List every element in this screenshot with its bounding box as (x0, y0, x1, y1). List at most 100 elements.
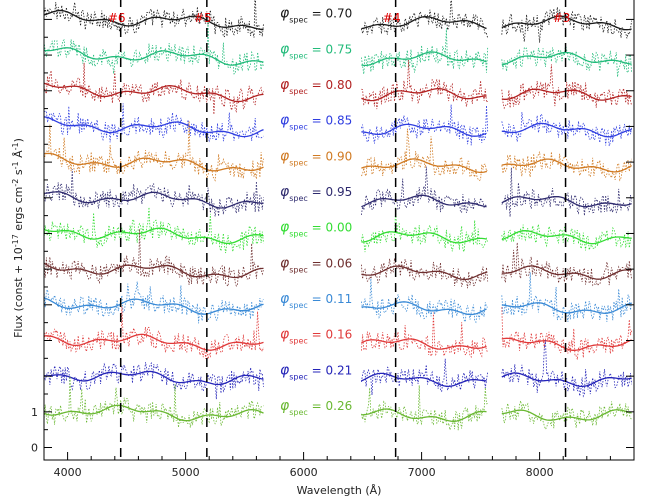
y-tick-label-1: 1 (31, 406, 38, 419)
spectrum-raw-0.26-seg1 (361, 385, 488, 431)
spectrum-smooth-0.11-seg1 (361, 301, 487, 316)
spectrum-smooth-0.06-seg0 (43, 262, 264, 279)
phase-label-0.06: φspec = 0.06 (280, 255, 352, 274)
x-tick-label-4000: 4000 (54, 466, 82, 479)
spectrum-raw-0.90-seg0 (43, 120, 264, 182)
x-axis: 4000 5000 6000 7000 8000 (43, 452, 635, 479)
spectrum-raw-0.11-seg2 (501, 272, 632, 322)
spectrum-raw-0.21-seg1 (361, 358, 489, 396)
plot-frame (43, 0, 635, 461)
spectrum-smooth-0.16-seg0 (43, 333, 264, 351)
spectra-curves (43, 0, 632, 431)
phase-label-0.95: φspec = 0.95 (280, 184, 352, 203)
spectrum-smooth-0.26-seg1 (361, 408, 487, 423)
marker-label-3: #4 (383, 11, 401, 25)
spectrum-smooth-0.70-seg1 (361, 16, 487, 30)
x-tick-label-7000: 7000 (408, 466, 436, 479)
spectrum-raw-0.75-seg1 (361, 28, 489, 75)
spectrum-smooth-0.80-seg2 (501, 88, 632, 101)
phase-label-0.16: φspec = 0.16 (280, 327, 352, 346)
phase-label-0.80: φspec = 0.80 (280, 77, 352, 96)
y-axis-label: Flux (const + 10-17 ergs cm-2 s-1 Å-1) (11, 138, 25, 338)
marker-label-4: #3 (553, 11, 571, 25)
spectrum-smooth-0.26-seg2 (501, 409, 632, 421)
spectrum-smooth-0.11-seg0 (43, 297, 264, 315)
x-axis-label: Wavelength (Å) (297, 484, 382, 497)
spectrum-smooth-0.90-seg2 (501, 158, 632, 173)
phase-label-0.21: φspec = 0.21 (280, 362, 352, 381)
phase-labels: φspec = 0.70 φspec = 0.75 φspec = 0.80 φspe… (280, 6, 352, 417)
spectrum-smooth-0.95-seg1 (361, 194, 487, 208)
spectrum-raw-0.85-seg2 (501, 112, 632, 147)
spectrum-raw-0.90-seg2 (501, 151, 632, 182)
spectrum-smooth-0.16-seg1 (361, 338, 487, 350)
spectrum-raw-0.70-seg0 (43, 0, 264, 38)
spectrum-raw-0.06-seg0 (43, 228, 264, 288)
spectrum-raw-0.70-seg1 (361, 0, 489, 39)
spectrum-smooth-0.70-seg2 (501, 15, 632, 31)
spectrum-smooth-0.21-seg0 (44, 370, 264, 386)
spectrum-raw-0.26-seg2 (501, 400, 632, 431)
spectrum-smooth-0.11-seg2 (501, 302, 632, 314)
spectrum-smooth-0.75-seg1 (361, 51, 487, 67)
spectrum-smooth-0.80-seg0 (43, 82, 264, 103)
spectrum-raw-0.95-seg0 (43, 169, 264, 217)
spectrum-smooth-0.95-seg0 (43, 191, 264, 209)
spectrum-raw-0.21-seg2 (501, 340, 632, 398)
marker-label-2: #5 (194, 11, 212, 25)
spectrum-smooth-0.00-seg0 (43, 227, 264, 245)
spectrum-raw-0.75-seg0 (43, 19, 264, 75)
x-tick-label-8000: 8000 (526, 466, 554, 479)
spectrum-raw-0.80-seg1 (361, 60, 488, 110)
spectrum-smooth-0.16-seg2 (501, 337, 632, 351)
spectrum-raw-0.00-seg0 (43, 207, 264, 254)
spectrum-smooth-0.26-seg0 (43, 404, 264, 422)
phase-label-0.90: φspec = 0.90 (280, 148, 352, 167)
spectrum-raw-0.26-seg0 (43, 376, 264, 428)
spectrum-smooth-0.90-seg1 (361, 158, 487, 174)
spectrum-raw-0.16-seg0 (43, 306, 264, 360)
spectrum-smooth-0.21-seg1 (361, 372, 487, 388)
spectrum-smooth-0.06-seg1 (361, 265, 487, 281)
spectrum-smooth-0.85-seg2 (501, 122, 632, 138)
spectrum-raw-0.95-seg1 (361, 166, 488, 215)
phase-label-0.85: φspec = 0.85 (280, 113, 352, 132)
spectrum-smooth-0.90-seg0 (43, 152, 264, 172)
spectrum-raw-0.80-seg2 (501, 64, 632, 110)
spectrum-smooth-0.75-seg0 (43, 47, 264, 66)
spectrum-smooth-0.06-seg2 (501, 265, 632, 280)
line-markers: #6 #5 #4 #3 (108, 0, 571, 460)
phase-label-0.26: φspec = 0.26 (280, 398, 352, 417)
spectrum-raw-0.11-seg1 (361, 278, 488, 324)
spectrum-smooth-0.70-seg0 (43, 9, 264, 31)
spectrum-raw-0.85-seg0 (43, 103, 264, 143)
phase-label-0.75: φspec = 0.75 (280, 41, 352, 60)
spectrum-smooth-0.21-seg2 (501, 372, 632, 388)
marker-label-1: #6 (108, 11, 126, 25)
spectrum-raw-0.00-seg1 (361, 207, 489, 253)
spectrum-smooth-0.85-seg0 (43, 116, 264, 138)
spectrum-raw-0.85-seg1 (361, 104, 489, 146)
spectrum-smooth-0.80-seg1 (361, 87, 487, 102)
spectrum-raw-0.06-seg1 (361, 258, 489, 289)
y-tick-label-0: 0 (31, 442, 38, 455)
spectrum-raw-0.80-seg0 (43, 62, 264, 115)
spectrum-smooth-0.00-seg1 (361, 231, 487, 244)
spectrum-smooth-0.85-seg1 (361, 123, 487, 137)
spectrum-smooth-0.95-seg2 (501, 195, 632, 208)
phase-label-0.70: φspec = 0.70 (280, 6, 352, 25)
x-tick-label-6000: 6000 (290, 466, 318, 479)
spectrum-raw-0.70-seg2 (501, 7, 632, 43)
spectrum-raw-0.75-seg2 (501, 44, 632, 77)
y-axis: 01 (31, 18, 634, 455)
spectrum-raw-0.90-seg1 (361, 128, 489, 182)
spectrum-raw-0.06-seg2 (501, 242, 632, 287)
spectrum-raw-0.21-seg0 (43, 361, 264, 400)
phase-label-0.00: φspec = 0.00 (280, 220, 352, 239)
spectrum-raw-0.11-seg0 (43, 281, 264, 324)
phase-label-0.11: φspec = 0.11 (280, 291, 352, 310)
spectrum-raw-0.16-seg2 (501, 307, 632, 360)
spectrum-smooth-0.75-seg2 (501, 51, 632, 66)
spectrum-raw-0.16-seg1 (361, 312, 488, 359)
